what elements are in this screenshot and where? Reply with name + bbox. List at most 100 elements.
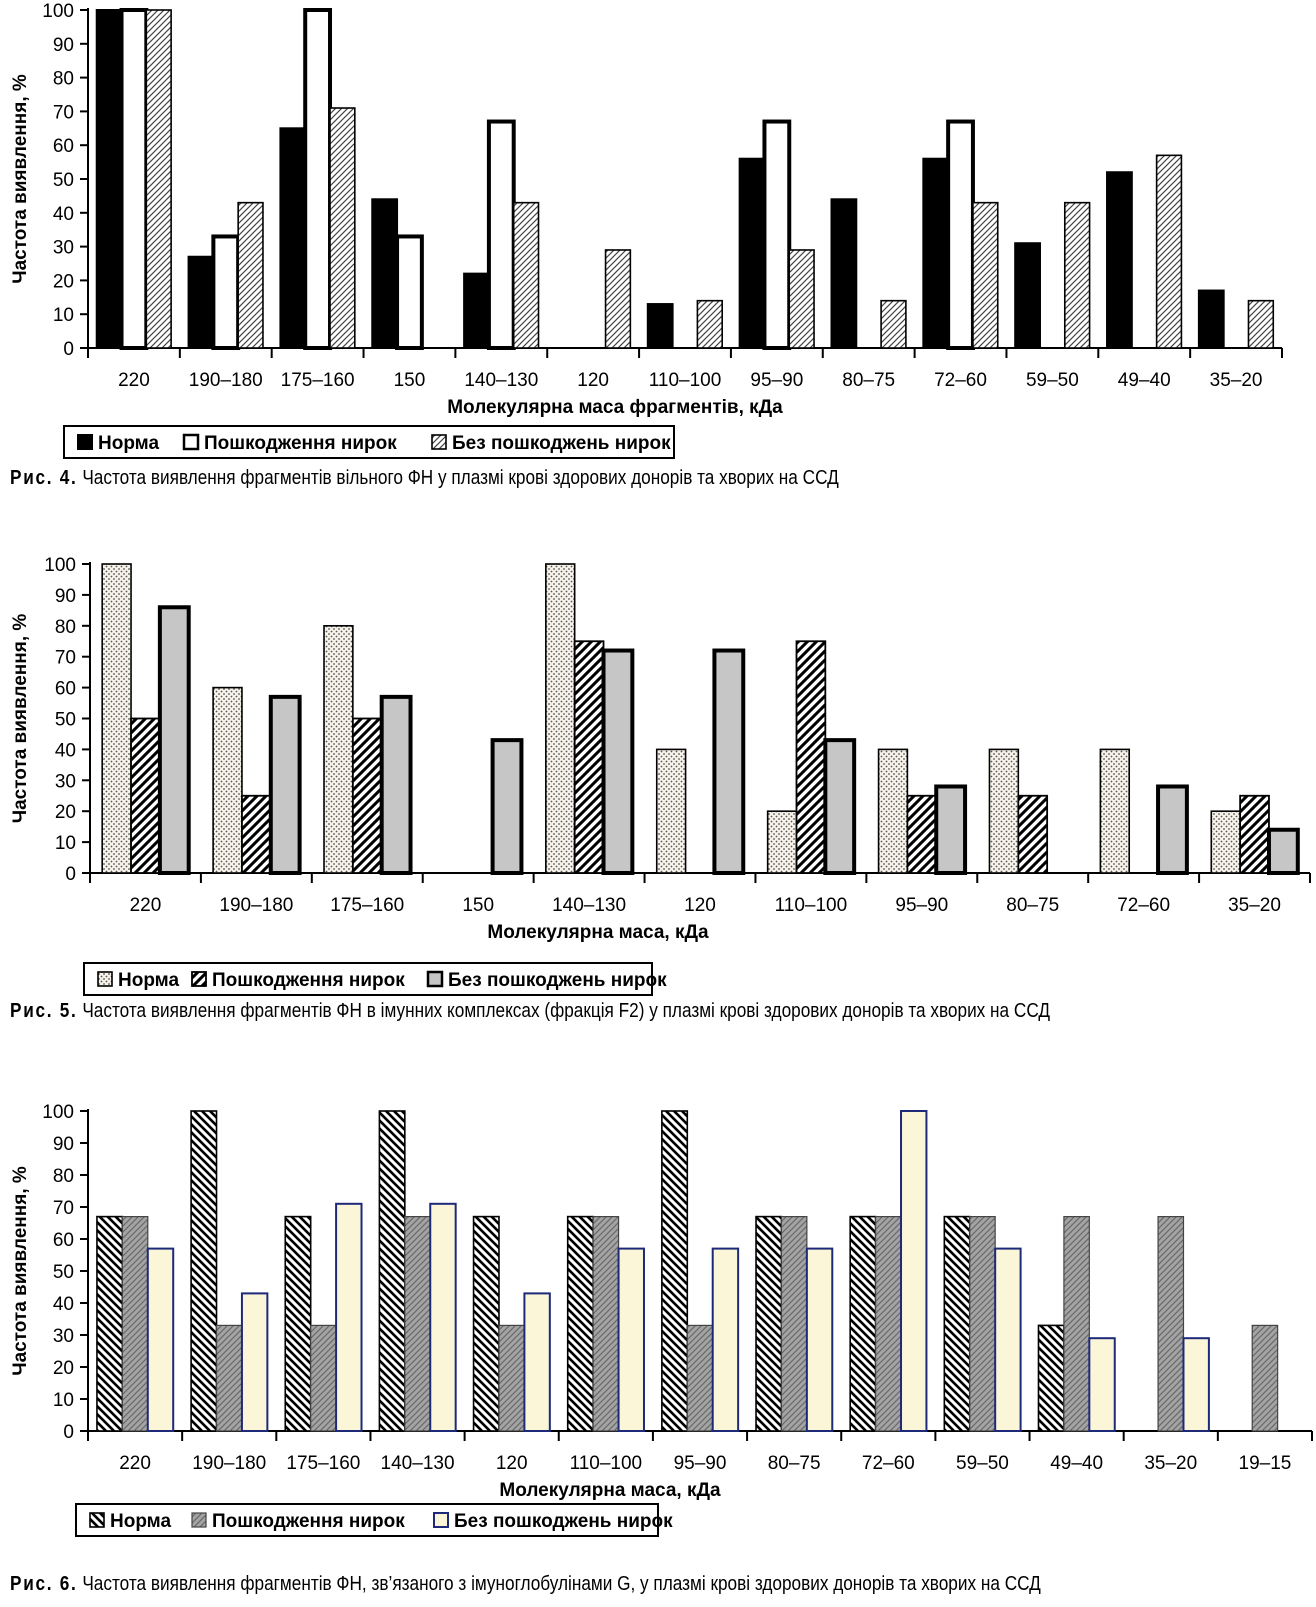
bar-без-пошкоджень-нирок-80-75 xyxy=(805,1247,834,1432)
y-tick-label: 10 xyxy=(53,305,74,326)
bar-пошкодження-нирок-80-75 xyxy=(780,1216,808,1432)
x-tick-label: 190–180 xyxy=(189,370,263,391)
bar-пошкодження-нирок-95-90 xyxy=(686,1324,714,1432)
legend-label-без-пошкоджень-нирок: Без пошкоджень нирок xyxy=(452,433,671,454)
bar-без-пошкоджень-нирок-72-60 xyxy=(1156,784,1189,875)
x-tick-label: 72–60 xyxy=(862,1453,915,1474)
x-tick-label: 49–40 xyxy=(1050,1453,1103,1474)
bar-пошкодження-нирок-175-160 xyxy=(303,8,333,350)
bar-норма-120 xyxy=(655,748,687,874)
x-tick-label: 95–90 xyxy=(674,1453,727,1474)
bar-норма-72-60 xyxy=(1099,748,1131,874)
bar-без-пошкоджень-нирок-190-180 xyxy=(237,201,264,349)
y-axis-title: Частота виявлення, % xyxy=(10,614,31,824)
bar-норма-72-60 xyxy=(922,157,950,349)
legend-label-без-пошкоджень-нирок: Без пошкоджень нирок xyxy=(454,1511,673,1532)
x-tick-label: 150 xyxy=(394,370,426,391)
y-tick-label: 60 xyxy=(53,1230,74,1251)
x-tick-label: 175–160 xyxy=(330,895,404,916)
bar-норма-72-60 xyxy=(849,1215,877,1432)
bar-без-пошкоджень-нирок-190-180 xyxy=(240,1292,269,1432)
bar-без-пошкоджень-нирок-49-40 xyxy=(1088,1337,1116,1432)
bar-без-пошкоджень-нирок-95-90 xyxy=(711,1247,740,1432)
x-tick-label: 80–75 xyxy=(842,370,895,391)
x-tick-label: 190–180 xyxy=(219,895,293,916)
y-tick-label: 90 xyxy=(55,586,76,607)
bar-пошкодження-нирок-175-160 xyxy=(310,1324,337,1432)
y-tick-label: 30 xyxy=(53,1326,74,1347)
bar-без-пошкоджень-нирок-120 xyxy=(604,249,632,349)
bar-без-пошкоджень-нирок-140-130 xyxy=(512,201,540,349)
figure-5: 0 10 20 30 40 50 60 70 80 90 100 Частота виявлення,… xyxy=(0,540,1316,1065)
x-tick-label: 120 xyxy=(577,370,609,391)
bar-норма-95-90 xyxy=(661,1110,689,1432)
legend-swatch-норма xyxy=(77,434,93,450)
chart-figure-5: 0 10 20 30 40 50 60 70 80 90 100 Частота виявлення,… xyxy=(10,555,1311,996)
figure-6: 0 10 20 30 40 50 60 70 80 90 100 Частота виявлення,… xyxy=(0,1085,1316,1607)
bar-пошкодження-нирок-120 xyxy=(498,1324,526,1432)
bar-норма-80-75 xyxy=(755,1215,783,1432)
bar-пошкодження-нирок-220 xyxy=(121,1216,149,1432)
legend-swatch-норма xyxy=(97,971,113,987)
x-tick-label: 120 xyxy=(684,895,716,916)
legend-label-норма: Норма xyxy=(118,970,179,991)
y-tick-label: 90 xyxy=(53,35,74,56)
bar-пошкодження-нирок-49-40 xyxy=(1063,1216,1090,1432)
y-tick-label: 80 xyxy=(53,69,74,90)
y-tick-label: 40 xyxy=(53,1294,74,1315)
caption-figure-6: Рис. 6. Частота виявлення фрагментів ФН,… xyxy=(10,1573,1041,1596)
bar-пошкодження-нирок-190-180 xyxy=(215,1324,243,1432)
bar-норма-140-130 xyxy=(463,272,490,350)
chart-figure-4: 0 10 20 30 40 50 60 70 80 90 100 Частота виявлення,… xyxy=(10,1,1283,459)
bar-норма-220 xyxy=(101,563,132,874)
y-tick-label: 30 xyxy=(53,238,74,259)
x-tick-label: 59–50 xyxy=(1026,370,1079,391)
y-tick-label: 60 xyxy=(55,679,76,700)
caption-figure-5: Рис. 5. Частота виявлення фрагментів ФН … xyxy=(10,1000,1050,1023)
bar-без-пошкоджень-нирок-80-75 xyxy=(880,299,907,349)
y-tick-label: 70 xyxy=(55,648,76,669)
x-tick-label: 175–160 xyxy=(281,370,355,391)
bar-норма-150 xyxy=(371,198,399,349)
bar-без-пошкоджень-нирок-110-100 xyxy=(617,1247,645,1432)
y-tick-label: 50 xyxy=(53,1262,74,1283)
bar-пошкодження-нирок-72-60 xyxy=(874,1216,902,1432)
x-axis-title: Молекулярна маса, кДа xyxy=(487,922,709,943)
y-tick-label: 10 xyxy=(53,1390,74,1411)
bar-без-пошкоджень-нирок-95-90 xyxy=(934,784,968,875)
legend-label-норма: Норма xyxy=(110,1511,171,1532)
bar-норма-110-100 xyxy=(766,810,798,874)
legend: Норма Пошкодження нирок Без пошкоджень нир… xyxy=(75,1503,673,1537)
x-axis-title: Молекулярна маса фрагментів, кДа xyxy=(447,397,783,418)
legend-label-пошкодження-нирок: Пошкодження нирок xyxy=(212,1511,405,1532)
legend-label-пошкодження-нирок: Пошкодження нирок xyxy=(204,433,397,454)
bar-без-пошкоджень-нирок-220 xyxy=(157,605,191,875)
bar-пошкодження-нирок-72-60 xyxy=(946,119,975,351)
bar-норма-49-40 xyxy=(1037,1324,1065,1432)
bar-пошкодження-нирок-150 xyxy=(395,234,424,351)
bar-норма-80-75 xyxy=(988,748,1020,874)
legend-swatch-без-пошкоджень-нирок xyxy=(431,434,447,450)
y-tick-label: 40 xyxy=(53,204,74,225)
x-axis-title: Молекулярна маса, кДа xyxy=(499,1480,721,1501)
bar-норма-110-100 xyxy=(646,303,674,349)
y-tick-label: 10 xyxy=(55,833,76,854)
bar-пошкодження-нирок-95-90 xyxy=(906,794,938,874)
y-tick-label: 80 xyxy=(55,617,76,638)
x-tick-label: 72–60 xyxy=(934,370,987,391)
x-tick-label: 110–100 xyxy=(570,1453,643,1474)
bar-норма-95-90 xyxy=(738,157,766,349)
bar-без-пошкоджень-нирок-59-50 xyxy=(994,1247,1022,1432)
y-tick-label: 20 xyxy=(53,1358,74,1379)
y-tick-label: 0 xyxy=(63,1422,74,1443)
bar-пошкодження-нирок-220 xyxy=(119,8,149,350)
bar-без-пошкоджень-нирок-59-50 xyxy=(1063,201,1091,349)
y-tick-label: 30 xyxy=(55,771,76,792)
legend-swatch-без-пошкоджень-нирок xyxy=(433,1512,449,1528)
figure-4: 0 10 20 30 40 50 60 70 80 90 100 Частота виявлення,… xyxy=(0,0,1316,500)
bar-норма-120 xyxy=(472,1215,500,1432)
bar-норма-190-180 xyxy=(187,255,215,349)
bar-норма-35-20 xyxy=(1210,810,1241,874)
bar-без-пошкоджень-нирок-72-60 xyxy=(900,1110,928,1432)
bar-без-пошкоджень-нирок-190-180 xyxy=(268,694,302,875)
